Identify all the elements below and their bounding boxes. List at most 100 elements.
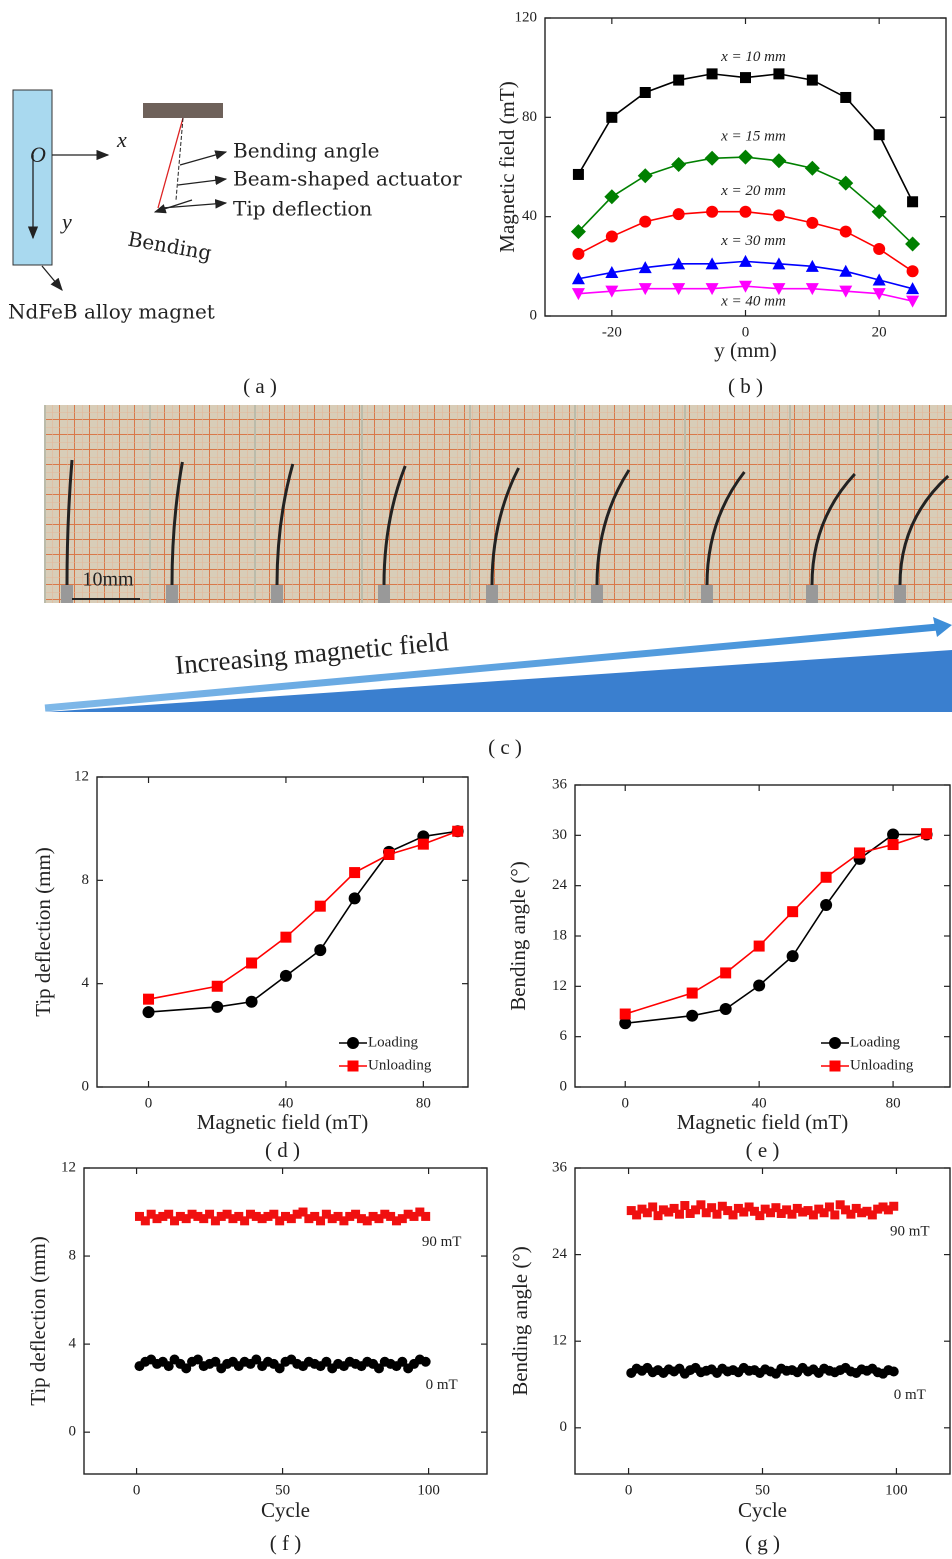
y-tick-label: 0 [530,307,538,323]
marker [798,1207,808,1217]
x-axis-label: y (mm) [714,338,776,362]
marker [658,1205,668,1215]
marker [571,272,585,285]
marker [143,993,155,1005]
marker [696,1200,706,1210]
y-tick-label: 80 [522,109,537,125]
marker [374,1214,384,1224]
marker [857,1208,867,1218]
marker [281,1211,290,1221]
marker [723,1206,733,1216]
marker [351,1209,361,1219]
holder [166,585,178,603]
panel-label: ( a ) [243,374,277,398]
marker [839,285,853,298]
series-line [624,832,927,1015]
marker [158,1211,168,1221]
marker [142,1006,155,1019]
marker [572,168,584,180]
marker [805,259,819,272]
marker [415,1207,425,1217]
marker [333,1211,343,1221]
marker [705,283,719,296]
marker [163,1361,174,1372]
marker [749,1206,759,1216]
marker [806,216,819,229]
marker [211,980,223,992]
marker [889,1201,899,1211]
marker [216,1211,226,1221]
marker [316,1216,326,1226]
panel-label: ( f ) [270,1531,301,1555]
pointer [179,150,228,166]
y-axis-label: Magnetic field (mT) [495,81,519,252]
marker [263,1211,273,1221]
marker [373,1363,384,1374]
marker [871,204,887,220]
marker [685,1208,695,1218]
marker [199,1214,209,1224]
marker [639,215,652,228]
marker [808,1210,818,1220]
holder [701,585,713,603]
x-tick-label: 100 [417,1482,440,1498]
marker [205,1209,215,1219]
pointer [161,199,228,209]
marker [771,153,787,169]
marker [806,74,818,86]
y-tick-label: 24 [552,877,568,893]
chart: 0 50 100 0 12 24 36 Cycle Bending angle (°) ( g )… [508,1159,951,1555]
marker [619,1017,632,1030]
magnet-arrow [41,265,63,291]
marker [835,1200,845,1210]
marker [905,236,921,252]
y-tick-label: 120 [515,9,538,25]
series-label: 0 mT [426,1377,458,1393]
chart: 0 50 100 0 4 8 12 Cycle Tip deflection (mm) ( f )… [26,1159,488,1555]
marker [339,1216,349,1226]
y-tick-label: 0 [82,1078,90,1094]
series-label: x = 15 mm [720,129,786,145]
marker [314,944,327,957]
marker [152,1214,162,1224]
arrow-head [933,617,952,637]
beam [157,117,184,209]
marker [755,1211,765,1221]
scale-label: 10mm [82,569,134,591]
marker [673,74,685,86]
marker [327,1214,337,1224]
marker [787,1209,797,1219]
holder [61,585,73,603]
pointer [177,175,228,186]
y-tick-label: 30 [552,827,567,843]
marker [719,1002,732,1015]
marker [606,111,618,123]
marker [274,1363,285,1374]
marker [192,1354,203,1365]
marker [846,1209,856,1219]
chart: 0 40 80 0 4 8 12 Magnetic field (mT) Tip deflect… [31,768,469,1162]
marker [776,1208,786,1218]
legend-label: Loading [850,1034,900,1050]
marker [164,1209,174,1219]
y-tick-label: 4 [82,975,90,991]
y-tick-label: 4 [69,1336,77,1352]
marker [739,280,752,293]
y-tick-label: 36 [552,1159,568,1175]
series-line [148,830,458,1000]
marker [773,68,785,80]
marker [181,1214,191,1224]
marker [246,957,258,969]
x-tick-label: 40 [752,1095,767,1111]
marker [671,157,687,173]
marker [686,1009,699,1022]
x-tick-label: 50 [755,1482,770,1498]
marker [397,1214,407,1224]
x-axis-label: Magnetic field (mT) [677,1110,848,1134]
marker [803,1206,813,1216]
marker [887,828,900,841]
marker [251,1211,261,1221]
chart: -20 0 20 0 40 80 120 y (mm) Magnetic field (mT) (… [495,9,947,398]
marker [210,1216,220,1226]
chart: 0 40 80 0 6 12 18 24 30 36 Magnetic field (mT) Bend… [506,776,951,1162]
